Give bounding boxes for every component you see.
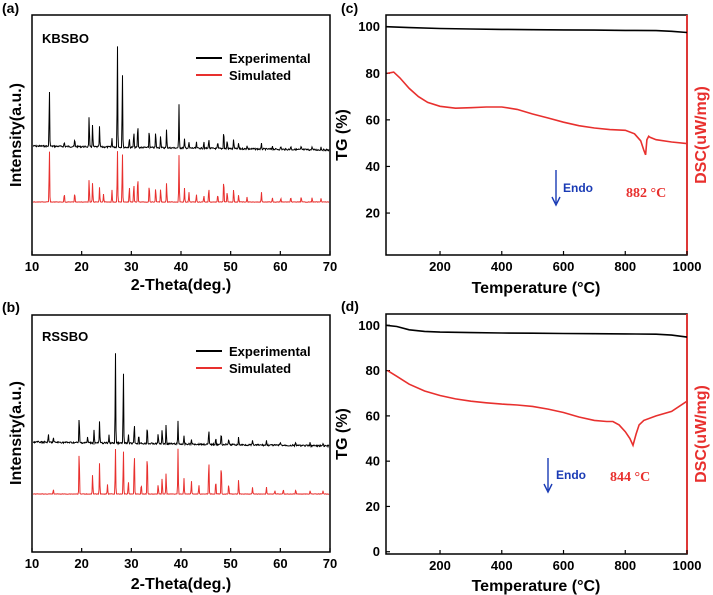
panel-b-x-label: 2-Theta(deg.) xyxy=(131,576,231,593)
panel-c-x-tick-label: 800 xyxy=(614,259,636,274)
panel-c-x-tick-label: 200 xyxy=(429,259,451,274)
panel-d-y-label-left: TG (%) xyxy=(334,408,351,460)
panel-a-simulated-pattern xyxy=(32,151,329,203)
panel-b-label: (b) xyxy=(2,299,20,315)
panel-d-y-tick-label: 0 xyxy=(373,544,380,559)
panel-d-endo-label: Endo xyxy=(556,468,586,482)
panel-c-endo-label: Endo xyxy=(563,181,593,195)
panel-d-y-tick-label: 40 xyxy=(366,454,380,469)
panel-c-y-tick-label: 20 xyxy=(366,206,380,221)
panel-d-axes-frame xyxy=(385,313,688,555)
panel-d-x-tick-label: 200 xyxy=(429,558,451,573)
panel-d-y-label-right: DSC(uW/mg) xyxy=(693,385,710,483)
panel-a-x-tick-label: 70 xyxy=(323,259,337,274)
panel-c-label: (c) xyxy=(341,0,358,16)
panel-a-x-tick-label: 30 xyxy=(124,259,138,274)
panel-d-endo-arrow-head-icon xyxy=(543,483,553,494)
panel-c-x-tick-label: 1000 xyxy=(673,259,702,274)
panel-b-x-tick-label: 60 xyxy=(273,556,287,571)
panel-a-x-tick-label: 20 xyxy=(74,259,88,274)
panel-a-x-tick-label: 10 xyxy=(25,259,39,274)
panel-c-dsc-curve xyxy=(387,71,688,156)
panel-b-x-ticks: 10 20 30 40 50 60 70 xyxy=(25,548,337,571)
panel-d-dsc-curve xyxy=(387,369,688,448)
panel-c: (c) 200 400 600 800 1000 20 40 60 80 100 Tempera… xyxy=(334,0,710,297)
panel-c-peak-annotation: 882 °C xyxy=(626,186,666,201)
panel-d-y-tick-label: 20 xyxy=(366,499,380,514)
panel-b-x-tick-label: 30 xyxy=(124,556,138,571)
panel-d-label: (d) xyxy=(341,298,359,314)
panel-d-y-ticks: 0 20 40 60 80 100 xyxy=(358,318,390,559)
panel-d-x-tick-label: 800 xyxy=(614,558,636,573)
panel-d-peak-annotation: 844 °C xyxy=(610,470,650,485)
panel-c-x-tick-label: 600 xyxy=(553,259,575,274)
panel-d-x-label: Temperature (°C) xyxy=(472,578,601,595)
panel-a-legend-experimental: Experimental xyxy=(229,51,311,66)
panel-d-y-tick-label: 60 xyxy=(366,408,380,423)
panel-b-y-label: Intensity(a.u.) xyxy=(8,381,25,485)
panel-a-x-ticks: 10 20 30 40 50 60 70 xyxy=(25,251,337,274)
panel-a-experimental-pattern xyxy=(32,46,330,152)
panel-b-legend-experimental: Experimental xyxy=(229,344,311,359)
panel-c-x-label: Temperature (°C) xyxy=(472,280,601,297)
panel-a-x-tick-label: 50 xyxy=(223,259,237,274)
panel-a-y-label: Intensity(a.u.) xyxy=(8,83,25,187)
panel-b-legend-simulated: Simulated xyxy=(229,361,291,376)
panel-c-y-tick-label: 80 xyxy=(366,66,380,81)
panel-a-label: (a) xyxy=(2,0,19,16)
panel-c-y-ticks: 20 40 60 80 100 xyxy=(358,19,390,221)
panel-a-sample-label: KBSBO xyxy=(42,31,89,46)
panel-b-experimental-pattern xyxy=(32,353,330,449)
panel-c-y-label-right: DSC(uW/mg) xyxy=(693,86,710,184)
panel-c-y-tick-label: 100 xyxy=(358,19,380,34)
panel-d-x-tick-label: 600 xyxy=(553,558,575,573)
panel-b-sample-label: RSSBO xyxy=(42,329,88,344)
panel-b-x-tick-label: 50 xyxy=(223,556,237,571)
panel-b-x-tick-label: 70 xyxy=(323,556,337,571)
panel-d-x-tick-label: 400 xyxy=(491,558,513,573)
panel-c-endo-arrow-head-icon xyxy=(551,196,561,207)
panel-a: (a) 10 20 30 40 50 60 70 2-Theta(deg.) Intensi… xyxy=(2,0,337,294)
panel-d-x-ticks: 200 400 600 800 1000 xyxy=(429,550,701,573)
panel-d-y-tick-label: 100 xyxy=(358,318,380,333)
panel-c-x-ticks: 200 400 600 800 1000 xyxy=(429,251,701,274)
panel-d-tg-curve xyxy=(385,324,688,338)
panel-c-x-tick-label: 400 xyxy=(491,259,513,274)
panel-b-simulated-pattern xyxy=(32,448,330,496)
panel-c-axes-frame xyxy=(385,14,688,256)
panel-c-tg-curve xyxy=(385,25,688,34)
panel-b-x-tick-label: 40 xyxy=(174,556,188,571)
panel-a-x-label: 2-Theta(deg.) xyxy=(131,277,231,294)
panel-a-legend-simulated: Simulated xyxy=(229,68,291,83)
panel-b-x-tick-label: 20 xyxy=(74,556,88,571)
panel-a-x-tick-label: 40 xyxy=(174,259,188,274)
panel-b: (b) 10 20 30 40 50 60 70 2-Theta(deg.) Intensi… xyxy=(2,299,337,593)
panel-d-y-tick-label: 80 xyxy=(366,363,380,378)
panel-a-x-tick-label: 60 xyxy=(273,259,287,274)
panel-c-y-label-left: TG (%) xyxy=(334,109,351,161)
panel-d: (d) 200 400 600 800 1000 0 20 40 60 80 100 Temper… xyxy=(334,298,710,595)
panel-d-x-tick-label: 1000 xyxy=(673,558,702,573)
panel-c-y-tick-label: 40 xyxy=(366,159,380,174)
panel-c-y-tick-label: 60 xyxy=(366,112,380,127)
panel-b-x-tick-label: 10 xyxy=(25,556,39,571)
